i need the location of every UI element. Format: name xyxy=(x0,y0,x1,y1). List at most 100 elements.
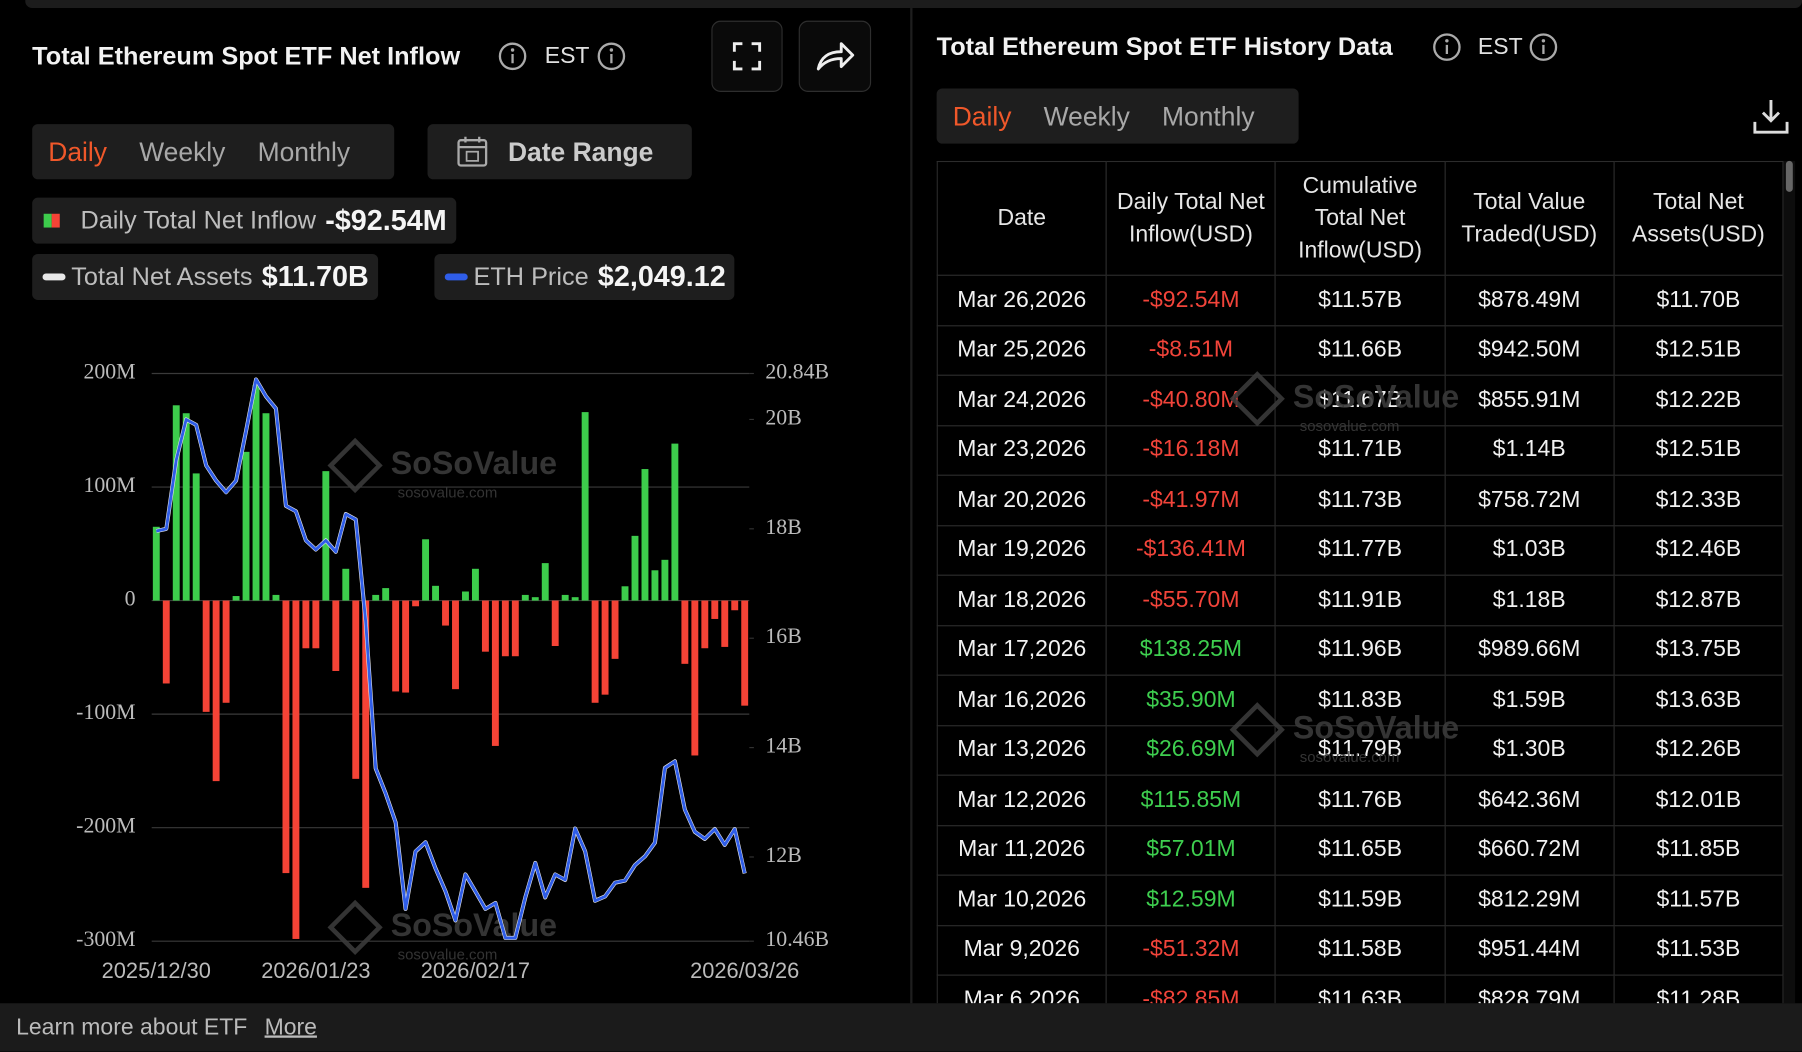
table-cell: $11.85B xyxy=(1614,825,1783,875)
table-cell: $11.28B xyxy=(1614,975,1783,1003)
table-cell: $878.49M xyxy=(1445,275,1614,325)
bar xyxy=(183,413,190,600)
table-cell: Mar 26,2026 xyxy=(937,275,1106,325)
table-cell: Mar 6,2026 xyxy=(937,975,1106,1003)
table-cell: $758.72M xyxy=(1445,475,1614,525)
bar xyxy=(482,601,489,652)
bar xyxy=(233,596,240,601)
tab[interactable]: Daily xyxy=(937,101,1028,132)
bar xyxy=(392,601,399,692)
table-cell: Mar 10,2026 xyxy=(937,875,1106,925)
tab[interactable]: Monthly xyxy=(1146,101,1271,132)
watermark-site: sosovalue.com xyxy=(1300,418,1459,433)
table-cell: $11.76B xyxy=(1276,775,1445,825)
download-button[interactable] xyxy=(1751,97,1790,136)
table-cell: Mar 19,2026 xyxy=(937,525,1106,575)
table-cell: $11.77B xyxy=(1276,525,1445,575)
x-tick-label: 2026/01/23 xyxy=(261,958,370,983)
bar xyxy=(711,601,718,619)
table-cell: $12.51B xyxy=(1614,325,1783,375)
table-row: Mar 10,2026$12.59M$11.59B$812.29M$11.57B xyxy=(937,875,1783,925)
table-row: Mar 17,2026$138.25M$11.96B$989.66M$13.75… xyxy=(937,625,1783,675)
table-cell: $642.36M xyxy=(1445,775,1614,825)
bar xyxy=(612,601,619,659)
scroll-thumb[interactable] xyxy=(1786,161,1793,192)
bar xyxy=(332,601,339,671)
bar xyxy=(173,405,180,600)
table-row: Mar 25,2026-$8.51M$11.66B$942.50M$12.51B xyxy=(937,325,1783,375)
table-cell: $12.87B xyxy=(1614,575,1783,625)
bar xyxy=(243,452,250,601)
bar xyxy=(382,588,389,600)
table-cell: $11.96B xyxy=(1276,625,1445,675)
watermark: SoSoValuesosovalue.com xyxy=(1235,379,1459,433)
bar xyxy=(522,595,529,601)
period-tabs: DailyWeeklyMonthly xyxy=(937,88,1299,143)
table-cell: $11.65B xyxy=(1276,825,1445,875)
table-row: Mar 19,2026-$136.41M$11.77B$1.03B$12.46B xyxy=(937,525,1783,575)
table-cell: -$55.70M xyxy=(1106,575,1275,625)
bar xyxy=(312,601,319,649)
footer-text: Learn more about ETF xyxy=(16,1014,247,1040)
table-cell: $11.63B xyxy=(1276,975,1445,1003)
table-cell: Mar 25,2026 xyxy=(937,325,1106,375)
y2-tick-label: 10.46B xyxy=(765,927,829,951)
column-header: Total Net Assets(USD) xyxy=(1614,161,1783,275)
y-tick-label: -300M xyxy=(76,927,135,951)
table-cell: Mar 17,2026 xyxy=(937,625,1106,675)
table-cell: $1.14B xyxy=(1445,425,1614,475)
bar xyxy=(442,601,449,626)
column-header: Total Value Traded(USD) xyxy=(1445,161,1614,275)
table-cell: $855.91M xyxy=(1445,375,1614,425)
table-cell: Mar 13,2026 xyxy=(937,725,1106,775)
y-tick-label: 0 xyxy=(125,587,136,611)
bar xyxy=(602,601,609,695)
bar xyxy=(422,539,429,600)
footer-link[interactable]: More xyxy=(265,1014,317,1040)
table-row: Mar 9,2026-$51.32M$11.58B$951.44M$11.53B xyxy=(937,925,1783,975)
column-header: Date xyxy=(937,161,1106,275)
table-cell: Mar 16,2026 xyxy=(937,675,1106,725)
y2-tick-label: 14B xyxy=(765,734,801,758)
table-cell: $812.29M xyxy=(1445,875,1614,925)
table-row: Mar 18,2026-$55.70M$11.91B$1.18B$12.87B xyxy=(937,575,1783,625)
bar xyxy=(452,601,459,690)
table-cell: $11.58B xyxy=(1276,925,1445,975)
history-table: DateDaily Total Net Inflow(USD)Cumulativ… xyxy=(937,161,1784,1003)
table-cell: Mar 12,2026 xyxy=(937,775,1106,825)
bar xyxy=(282,601,289,874)
bar xyxy=(402,601,409,693)
x-tick-label: 2026/03/26 xyxy=(690,958,799,983)
bar xyxy=(642,469,649,601)
info-icon[interactable] xyxy=(1432,32,1462,62)
bar xyxy=(691,601,698,756)
table-cell: $11.59B xyxy=(1276,875,1445,925)
table-cell: $13.63B xyxy=(1614,675,1783,725)
info-icon[interactable] xyxy=(1528,32,1558,62)
y-tick-label: -100M xyxy=(76,700,135,724)
table-cell: $11.57B xyxy=(1614,875,1783,925)
tab[interactable]: Weekly xyxy=(1028,101,1146,132)
table-row: Mar 11,2026$57.01M$11.65B$660.72M$11.85B xyxy=(937,825,1783,875)
table-cell: $11.57B xyxy=(1276,275,1445,325)
timezone: EST xyxy=(1478,34,1523,60)
table-cell: -$82.85M xyxy=(1106,975,1275,1003)
table-cell: $11.70B xyxy=(1614,275,1783,325)
bar xyxy=(342,569,349,601)
table-cell: -$41.97M xyxy=(1106,475,1275,525)
bar xyxy=(661,560,668,601)
bar xyxy=(651,570,658,600)
watermark-name: SoSoValue xyxy=(1293,710,1459,746)
column-header: Cumulative Total Net Inflow(USD) xyxy=(1276,161,1445,275)
table-cell: -$51.32M xyxy=(1106,925,1275,975)
table-cell: $1.30B xyxy=(1445,725,1614,775)
bar xyxy=(542,563,549,600)
y2-tick-label: 18B xyxy=(765,515,801,539)
bar xyxy=(372,595,379,601)
bar xyxy=(302,601,309,649)
y-tick-label: 100M xyxy=(83,473,135,497)
bar xyxy=(153,527,160,601)
bar xyxy=(552,601,559,646)
